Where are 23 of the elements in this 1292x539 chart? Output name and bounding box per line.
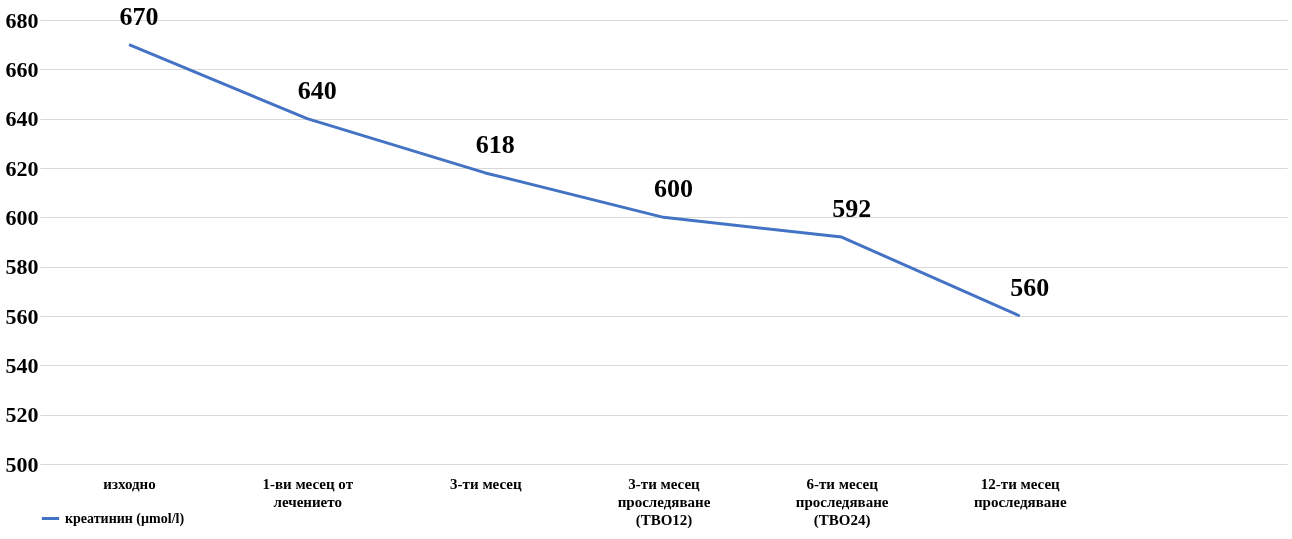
data-label: 670 [119, 1, 159, 31]
y-tick-label: 640 [5, 106, 39, 132]
x-tick-label: 12-ти месец проследяване [973, 475, 1067, 510]
x-tick-label: 3-ти месец проследяване (ТВО12) [617, 475, 711, 529]
y-tick-label: 620 [5, 155, 39, 181]
data-label: 560 [1010, 273, 1050, 302]
y-tick-label: 580 [5, 254, 39, 280]
y-tick-label: 540 [5, 352, 39, 378]
x-tick-label: изходно [103, 475, 156, 492]
y-tick-label: 680 [5, 7, 39, 33]
y-tick-label: 600 [5, 204, 39, 230]
legend-label: креатинин (µmol/l) [65, 510, 185, 527]
data-label: 592 [832, 194, 872, 224]
y-tick-label: 520 [5, 402, 39, 428]
x-tick-label: 6-ти месец проследяване (ТВО24) [795, 475, 889, 529]
data-label: 640 [297, 75, 337, 105]
x-tick-label: 1-ви месец от лечението [262, 475, 354, 510]
x-tick-label: 3-ти месец [450, 475, 522, 492]
data-label: 618 [475, 129, 515, 159]
data-label: 600 [654, 174, 693, 204]
y-tick-label: 660 [5, 56, 39, 82]
y-tick-label: 560 [5, 303, 39, 329]
y-tick-label: 500 [5, 451, 39, 477]
